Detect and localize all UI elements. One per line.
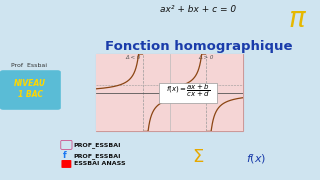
FancyBboxPatch shape xyxy=(0,70,61,110)
Text: Δ < 0: Δ < 0 xyxy=(125,55,140,60)
Text: $f(x) = \dfrac{ax+b}{cx+d}$: $f(x) = \dfrac{ax+b}{cx+d}$ xyxy=(166,83,210,99)
Text: Δ > 0: Δ > 0 xyxy=(199,55,214,60)
Text: Fonction homographique: Fonction homographique xyxy=(105,40,292,53)
Text: $f(x)$: $f(x)$ xyxy=(246,152,266,165)
Text: ESSBAI ANASS: ESSBAI ANASS xyxy=(74,161,125,166)
Text: $\Sigma$: $\Sigma$ xyxy=(192,148,204,166)
Text: PROF_ESSBAI: PROF_ESSBAI xyxy=(74,153,121,159)
FancyBboxPatch shape xyxy=(158,83,218,103)
Text: Prof  Essbai: Prof Essbai xyxy=(11,63,47,68)
FancyBboxPatch shape xyxy=(96,54,243,131)
FancyBboxPatch shape xyxy=(61,160,71,168)
Text: ax² + bx + c = 0: ax² + bx + c = 0 xyxy=(160,5,236,14)
Text: $\pi$: $\pi$ xyxy=(288,5,307,33)
Text: NIVEAU
1 BAC: NIVEAU 1 BAC xyxy=(14,79,46,99)
Text: f: f xyxy=(63,151,67,160)
Text: PROF_ESSBAI: PROF_ESSBAI xyxy=(74,142,121,148)
